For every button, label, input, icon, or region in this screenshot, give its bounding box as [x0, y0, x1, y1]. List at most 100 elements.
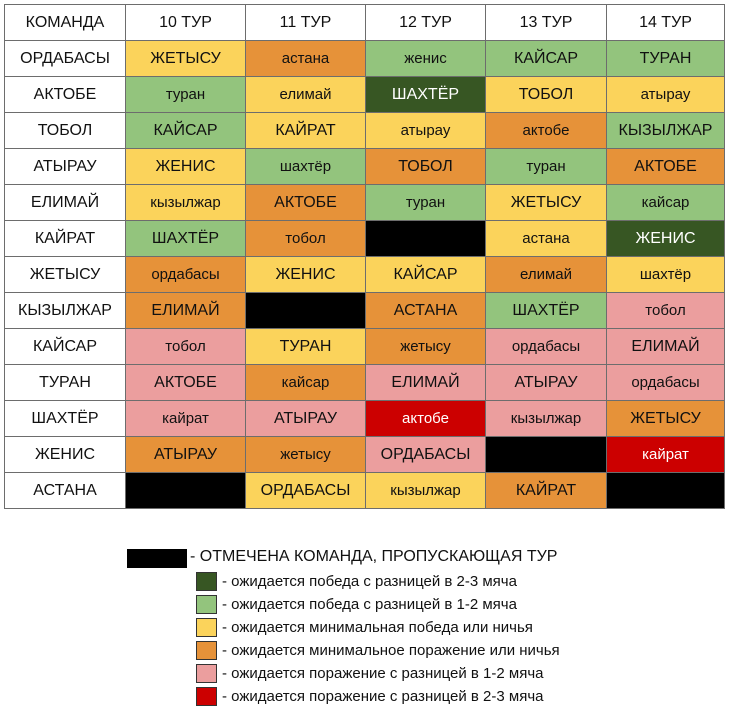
- table-row: АСТАНА ОРДАБАСЫ кызылжар КАЙРАТ: [4, 472, 725, 509]
- team-name: АСТАНА: [4, 472, 126, 509]
- opponent-cell: астана: [245, 40, 366, 77]
- table-row: ШАХТЁР кайрат АТЫРАУ актобе кызылжар ЖЕТЫСУ: [4, 400, 725, 437]
- table-row: КЫЗЫЛЖАР ЕЛИМАЙ АСТАНА ШАХТЁР тобол: [4, 292, 725, 329]
- opponent-cell: жетысу: [365, 328, 486, 365]
- table-row: КАЙСАР тобол ТУРАН жетысу ордабасы ЕЛИМАЙ: [4, 328, 725, 365]
- header-round-12: 12 ТУР: [365, 4, 486, 41]
- opponent-cell: кайсар: [606, 184, 725, 221]
- team-name: ЖЕТЫСУ: [4, 256, 126, 293]
- team-name: ЕЛИМАЙ: [4, 184, 126, 221]
- opponent-cell: туран: [485, 148, 607, 185]
- opponent-cell: кызылжар: [485, 400, 607, 437]
- legend-label: - ожидается минимальное поражение или ни…: [222, 642, 560, 659]
- legend-swatch: [196, 595, 217, 614]
- legend-swatch: [196, 641, 217, 660]
- opponent-cell: КАЙРАТ: [245, 112, 366, 149]
- opponent-cell: ЕЛИМАЙ: [125, 292, 246, 329]
- opponent-cell: актобе: [485, 112, 607, 149]
- table-body: ОРДАБАСЫ ЖЕТЫСУ астана женис КАЙСАР ТУРАН АКТО…: [4, 40, 725, 509]
- opponent-cell: АТЫРАУ: [245, 400, 366, 437]
- table-row: ОРДАБАСЫ ЖЕТЫСУ астана женис КАЙСАР ТУРАН: [4, 40, 725, 77]
- bye-cell: [245, 292, 366, 329]
- opponent-cell: ТОБОЛ: [485, 76, 607, 113]
- legend-label: - ожидается поражение с разницей в 2-3 м…: [222, 688, 544, 705]
- opponent-cell: АСТАНА: [365, 292, 486, 329]
- opponent-cell: елимай: [485, 256, 607, 293]
- opponent-cell: ОРДАБАСЫ: [245, 472, 366, 509]
- opponent-cell: атырау: [365, 112, 486, 149]
- legend-label: - ожидается победа с разницей в 1-2 мяча: [222, 596, 517, 613]
- team-name: КАЙРАТ: [4, 220, 126, 257]
- opponent-cell: кайсар: [245, 364, 366, 401]
- team-name: ШАХТЁР: [4, 400, 126, 437]
- opponent-cell: кайрат: [125, 400, 246, 437]
- opponent-cell: ордабасы: [606, 364, 725, 401]
- header-round-11: 11 ТУР: [245, 4, 366, 41]
- table-row: ТОБОЛ КАЙСАР КАЙРАТ атырау актобе КЫЗЫЛЖАР: [4, 112, 725, 149]
- opponent-cell: ЖЕТЫСУ: [125, 40, 246, 77]
- team-name: КАЙСАР: [4, 328, 126, 365]
- opponent-cell: АТЫРАУ: [125, 436, 246, 473]
- opponent-cell: КАЙСАР: [485, 40, 607, 77]
- bye-cell: [485, 436, 607, 473]
- opponent-cell: ЖЕТЫСУ: [606, 400, 725, 437]
- table-row: ЖЕНИС АТЫРАУ жетысу ОРДАБАСЫ кайрат: [4, 436, 725, 473]
- table-row: АКТОБЕ туран елимай ШАХТЁР ТОБОЛ атырау: [4, 76, 725, 113]
- opponent-cell: шахтёр: [606, 256, 725, 293]
- opponent-cell: шахтёр: [245, 148, 366, 185]
- table-row: ЕЛИМАЙ кызылжар АКТОБЕ туран ЖЕТЫСУ кайсар: [4, 184, 725, 221]
- opponent-cell: АТЫРАУ: [485, 364, 607, 401]
- opponent-cell: тобол: [606, 292, 725, 329]
- opponent-cell: туран: [365, 184, 486, 221]
- opponent-cell: кайрат: [606, 436, 725, 473]
- opponent-cell: ТУРАН: [606, 40, 725, 77]
- legend-swatch: [196, 664, 217, 683]
- table-row: АТЫРАУ ЖЕНИС шахтёр ТОБОЛ туран АКТОБЕ: [4, 148, 725, 185]
- legend-swatch: [196, 687, 217, 706]
- opponent-cell: ШАХТЁР: [485, 292, 607, 329]
- opponent-cell: кызылжар: [125, 184, 246, 221]
- table-row: ТУРАН АКТОБЕ кайсар ЕЛИМАЙ АТЫРАУ ордабасы: [4, 364, 725, 401]
- opponent-cell: ОРДАБАСЫ: [365, 436, 486, 473]
- opponent-cell: ШАХТЁР: [125, 220, 246, 257]
- bye-cell: [365, 220, 486, 257]
- opponent-cell: ЖЕНИС: [245, 256, 366, 293]
- legend-swatch: [196, 618, 217, 637]
- team-name: ТОБОЛ: [4, 112, 126, 149]
- team-name: ЖЕНИС: [4, 436, 126, 473]
- legend-black-swatch: [127, 549, 187, 568]
- opponent-cell: тобол: [125, 328, 246, 365]
- opponent-cell: ЕЛИМАЙ: [606, 328, 725, 365]
- legend-swatch: [196, 572, 217, 591]
- header-round-13: 13 ТУР: [485, 4, 607, 41]
- opponent-cell: КЫЗЫЛЖАР: [606, 112, 725, 149]
- opponent-cell: ТУРАН: [245, 328, 366, 365]
- opponent-cell: ЖЕТЫСУ: [485, 184, 607, 221]
- team-name: ОРДАБАСЫ: [4, 40, 126, 77]
- team-name: ТУРАН: [4, 364, 126, 401]
- opponent-cell: ТОБОЛ: [365, 148, 486, 185]
- legend-label: - ожидается победа с разницей в 2-3 мяча: [222, 573, 517, 590]
- opponent-cell: ЖЕНИС: [125, 148, 246, 185]
- header-round-14: 14 ТУР: [606, 4, 725, 41]
- table-row: ЖЕТЫСУ ордабасы ЖЕНИС КАЙСАР елимай шахтёр: [4, 256, 725, 293]
- opponent-cell: туран: [125, 76, 246, 113]
- opponent-cell: АКТОБЕ: [245, 184, 366, 221]
- team-name: КЫЗЫЛЖАР: [4, 292, 126, 329]
- opponent-cell: ордабасы: [125, 256, 246, 293]
- opponent-cell: актобе: [365, 400, 486, 437]
- opponent-cell: АКТОБЕ: [606, 148, 725, 185]
- schedule-table: КОМАНДА 10 ТУР 11 ТУР 12 ТУР 13 ТУР 14 Т…: [4, 4, 725, 509]
- opponent-cell: кызылжар: [365, 472, 486, 509]
- bye-cell: [606, 472, 725, 509]
- header-team: КОМАНДА: [4, 4, 126, 41]
- opponent-cell: атырау: [606, 76, 725, 113]
- opponent-cell: женис: [365, 40, 486, 77]
- team-name: АТЫРАУ: [4, 148, 126, 185]
- header-row: КОМАНДА 10 ТУР 11 ТУР 12 ТУР 13 ТУР 14 Т…: [4, 4, 725, 41]
- opponent-cell: ордабасы: [485, 328, 607, 365]
- opponent-cell: КАЙСАР: [125, 112, 246, 149]
- opponent-cell: КАЙРАТ: [485, 472, 607, 509]
- opponent-cell: астана: [485, 220, 607, 257]
- opponent-cell: ЕЛИМАЙ: [365, 364, 486, 401]
